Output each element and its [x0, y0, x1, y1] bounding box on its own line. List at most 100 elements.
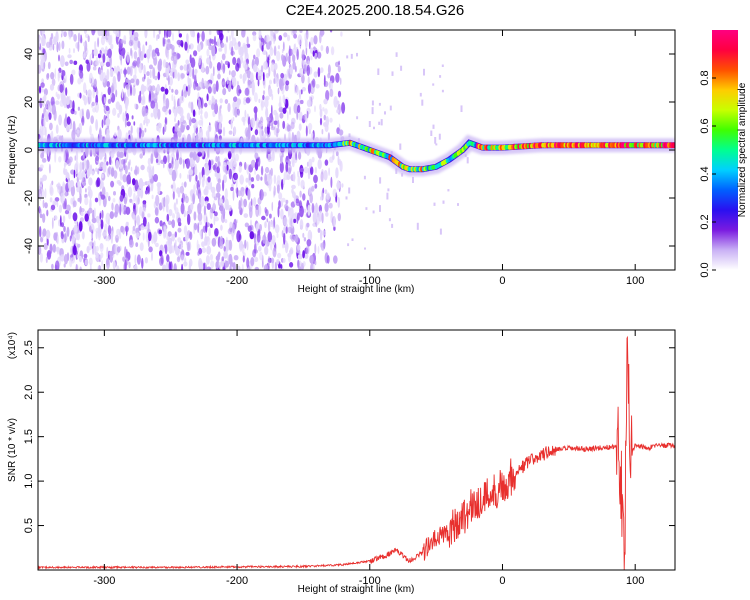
spectrogram-noise-cell	[58, 156, 61, 162]
spectrogram-noise-cell	[155, 243, 159, 247]
spectrogram-noise-cell	[116, 238, 118, 243]
spectrogram-noise-cell	[90, 115, 94, 124]
spectrogram-noise-cell	[102, 119, 104, 128]
spectrogram-noise-cell	[242, 246, 245, 254]
spectrogram-noise-cell	[206, 39, 208, 47]
spectrogram-noise-cell	[137, 254, 141, 264]
spectrogram-noise-cell	[126, 174, 131, 184]
spectrogram-noise-cell	[117, 113, 120, 118]
spectrogram-noise-cell	[233, 190, 235, 201]
spectrogram-noise-cell	[189, 45, 191, 49]
spectrogram-noise-cell	[117, 129, 121, 140]
spectrogram-noise-cell	[187, 174, 189, 179]
spectrogram-noise-cell	[291, 122, 295, 130]
spectrogram-noise-cell	[191, 118, 196, 123]
spectrogram-noise-cell	[306, 245, 309, 254]
spectrogram-noise-cell	[172, 32, 174, 41]
spectrogram-noise-cell	[255, 110, 257, 121]
spectrogram-noise-cell	[86, 111, 90, 119]
spectrogram-speck	[364, 176, 366, 180]
spectrogram-noise-cell	[284, 204, 288, 209]
spectrogram-noise-cell	[168, 231, 172, 237]
spectrogram-noise-cell	[192, 193, 195, 204]
spectrogram-noise-cell	[205, 185, 209, 195]
colorbar-tick-label: 0.8	[699, 70, 711, 85]
spectrogram-noise-cell	[283, 108, 287, 114]
spectrogram-noise-cell	[45, 188, 47, 198]
spectrogram-noise-cell	[262, 95, 264, 100]
x-tick-label: 0	[499, 575, 505, 587]
spectrogram-noise-cell	[79, 256, 82, 262]
spectrogram-noise-cell	[328, 167, 330, 176]
spectrogram-noise-cell	[282, 121, 285, 129]
spectrogram-noise-cell	[309, 255, 313, 264]
spectrogram-noise-cell	[307, 111, 309, 119]
spectrogram-noise-cell	[295, 212, 298, 217]
spectrogram-noise-cell	[181, 73, 185, 79]
spectrogram-noise-cell	[69, 48, 71, 54]
spectrogram-noise-cell	[274, 175, 276, 185]
spectrogram-noise-cell	[152, 67, 155, 79]
spectrogram-noise-cell	[132, 178, 136, 185]
spectrogram-noise-cell	[310, 37, 313, 45]
spectrogram-noise-cell	[132, 215, 137, 221]
spectrogram-noise-cell	[220, 203, 223, 214]
spectrogram-noise-cell	[215, 261, 219, 269]
spectrogram-noise-cell	[245, 127, 249, 137]
spectrogram-noise-cell	[60, 55, 65, 67]
spectrogram-noise-cell	[302, 250, 305, 258]
spectrogram-noise-cell	[107, 49, 112, 59]
spectrogram-noise-cell	[246, 257, 249, 268]
spectrogram-noise-cell	[252, 81, 255, 89]
spectrogram-noise-cell	[189, 259, 193, 267]
spectrogram-noise-cell	[63, 151, 66, 162]
spectrogram-noise-cell	[234, 107, 238, 118]
spectrogram-noise-cell	[124, 197, 127, 205]
spectrogram-noise-cell	[172, 213, 175, 219]
spectrogram-noise-cell	[72, 234, 75, 245]
spectrogram-noise-cell	[46, 42, 50, 48]
spectrogram-noise-cell	[133, 121, 135, 125]
spectrogram-noise-cell	[298, 254, 303, 260]
spectrogram-noise-cell	[126, 84, 130, 89]
spectrogram-noise-cell	[151, 91, 153, 95]
spectrogram-noise-cell	[199, 194, 201, 203]
spectrogram-noise-cell	[213, 165, 216, 171]
spectrogram-noise-cell	[95, 198, 98, 203]
spectrogram-speck	[369, 121, 371, 127]
spectrogram-noise-cell	[112, 108, 116, 116]
spectrogram-noise-cell	[113, 76, 116, 85]
spectrogram-noise-cell	[197, 152, 202, 157]
spectrogram-noise-cell	[218, 48, 222, 52]
spectrogram-noise-cell	[95, 60, 99, 66]
spectrogram-noise-cell	[39, 206, 41, 213]
spectrogram-noise-cell	[65, 87, 67, 96]
spectrogram-noise-cell	[283, 94, 286, 103]
spectrogram-noise-cell	[158, 71, 161, 80]
spectrogram-noise-cell	[274, 121, 278, 126]
spectrogram-noise-cell	[289, 67, 293, 75]
spectrogram-noise-cell	[50, 72, 54, 79]
spectrogram-noise-cell	[40, 214, 43, 218]
spectrogram-noise-cell	[144, 28, 147, 39]
spectrogram-noise-cell	[256, 223, 259, 231]
spectrogram-noise-cell	[182, 125, 186, 130]
spectrogram-noise-cell	[206, 255, 210, 265]
spectrogram-noise-cell	[57, 247, 59, 254]
spectrogram-noise-cell	[302, 49, 305, 61]
spectrogram-noise-cell	[286, 156, 288, 160]
spectrogram-noise-cell	[149, 65, 153, 70]
spectrogram-noise-cell	[205, 222, 207, 233]
spectrogram-noise-cell	[48, 62, 51, 69]
spectrogram-noise-cell	[312, 203, 315, 213]
spectrogram-noise-cell	[147, 79, 152, 84]
spectrogram-noise-cell	[133, 203, 136, 210]
spectrogram-noise-cell	[216, 183, 221, 193]
spectrogram-noise-cell	[223, 127, 225, 137]
spectrogram-noise-cell	[194, 211, 197, 221]
spectrogram-noise-cell	[127, 121, 131, 126]
spectrogram-noise-cell	[52, 218, 54, 230]
spectrogram-noise-cell	[126, 249, 128, 256]
spectrogram-noise-cell	[131, 167, 133, 172]
spectrogram-noise-cell	[211, 45, 215, 56]
